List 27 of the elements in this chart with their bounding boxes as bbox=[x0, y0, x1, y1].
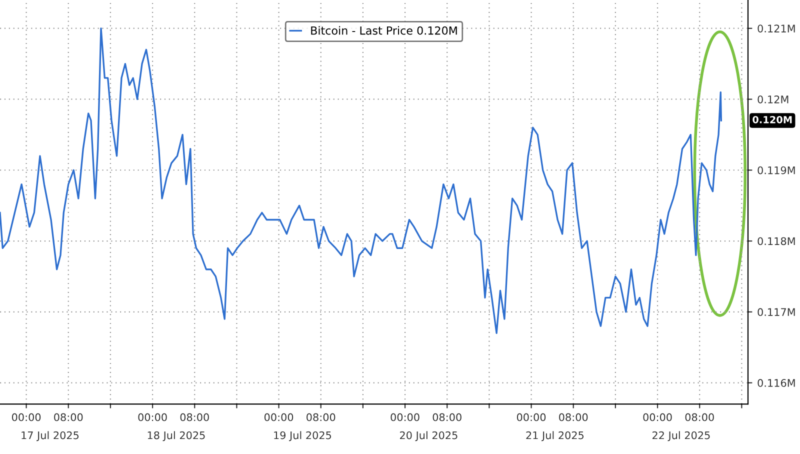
x-tick-label: 08:00 bbox=[685, 413, 714, 422]
y-tick-label: 0.117M bbox=[758, 308, 795, 316]
x-tick-label: 00:00 bbox=[264, 413, 294, 422]
x-tick-label: 08:00 bbox=[54, 413, 83, 422]
x2-tick-label: 22 Jul 2025 bbox=[652, 431, 710, 442]
x-tick-label: 00:00 bbox=[516, 413, 546, 422]
y-tick-label: 0.121M bbox=[758, 24, 795, 32]
x-tick-label: 08:00 bbox=[432, 413, 462, 422]
x-tick-label: 00:00 bbox=[138, 413, 167, 422]
y-tick-label: 0.119M bbox=[758, 166, 795, 174]
line-series bbox=[0, 28, 722, 334]
x-tick-label: 00:00 bbox=[12, 413, 41, 422]
x2-tick-label: 17 Jul 2025 bbox=[22, 431, 79, 442]
x-tick-label: 00:00 bbox=[390, 413, 420, 422]
x-tick-label: 08:00 bbox=[559, 413, 588, 422]
y-tick-label: 0.118M bbox=[758, 237, 795, 246]
x-tick-label: 08:00 bbox=[180, 413, 209, 422]
x2-tick-label: 20 Jul 2025 bbox=[400, 431, 458, 442]
y-tick-label: 0.12M bbox=[758, 95, 788, 104]
x2-tick-label: 19 Jul 2025 bbox=[274, 431, 332, 442]
x-tick-label: 08:00 bbox=[306, 413, 336, 422]
x2-tick-label: 21 Jul 2025 bbox=[526, 431, 584, 442]
x2-tick-label: 18 Jul 2025 bbox=[148, 431, 205, 442]
x-tick-label: 00:00 bbox=[643, 413, 672, 422]
text: 0.120M bbox=[752, 116, 792, 124]
legend-label: Bitcoin - Last Price 0.120M bbox=[311, 26, 457, 35]
y-tick-label: 0.116M bbox=[758, 379, 795, 387]
